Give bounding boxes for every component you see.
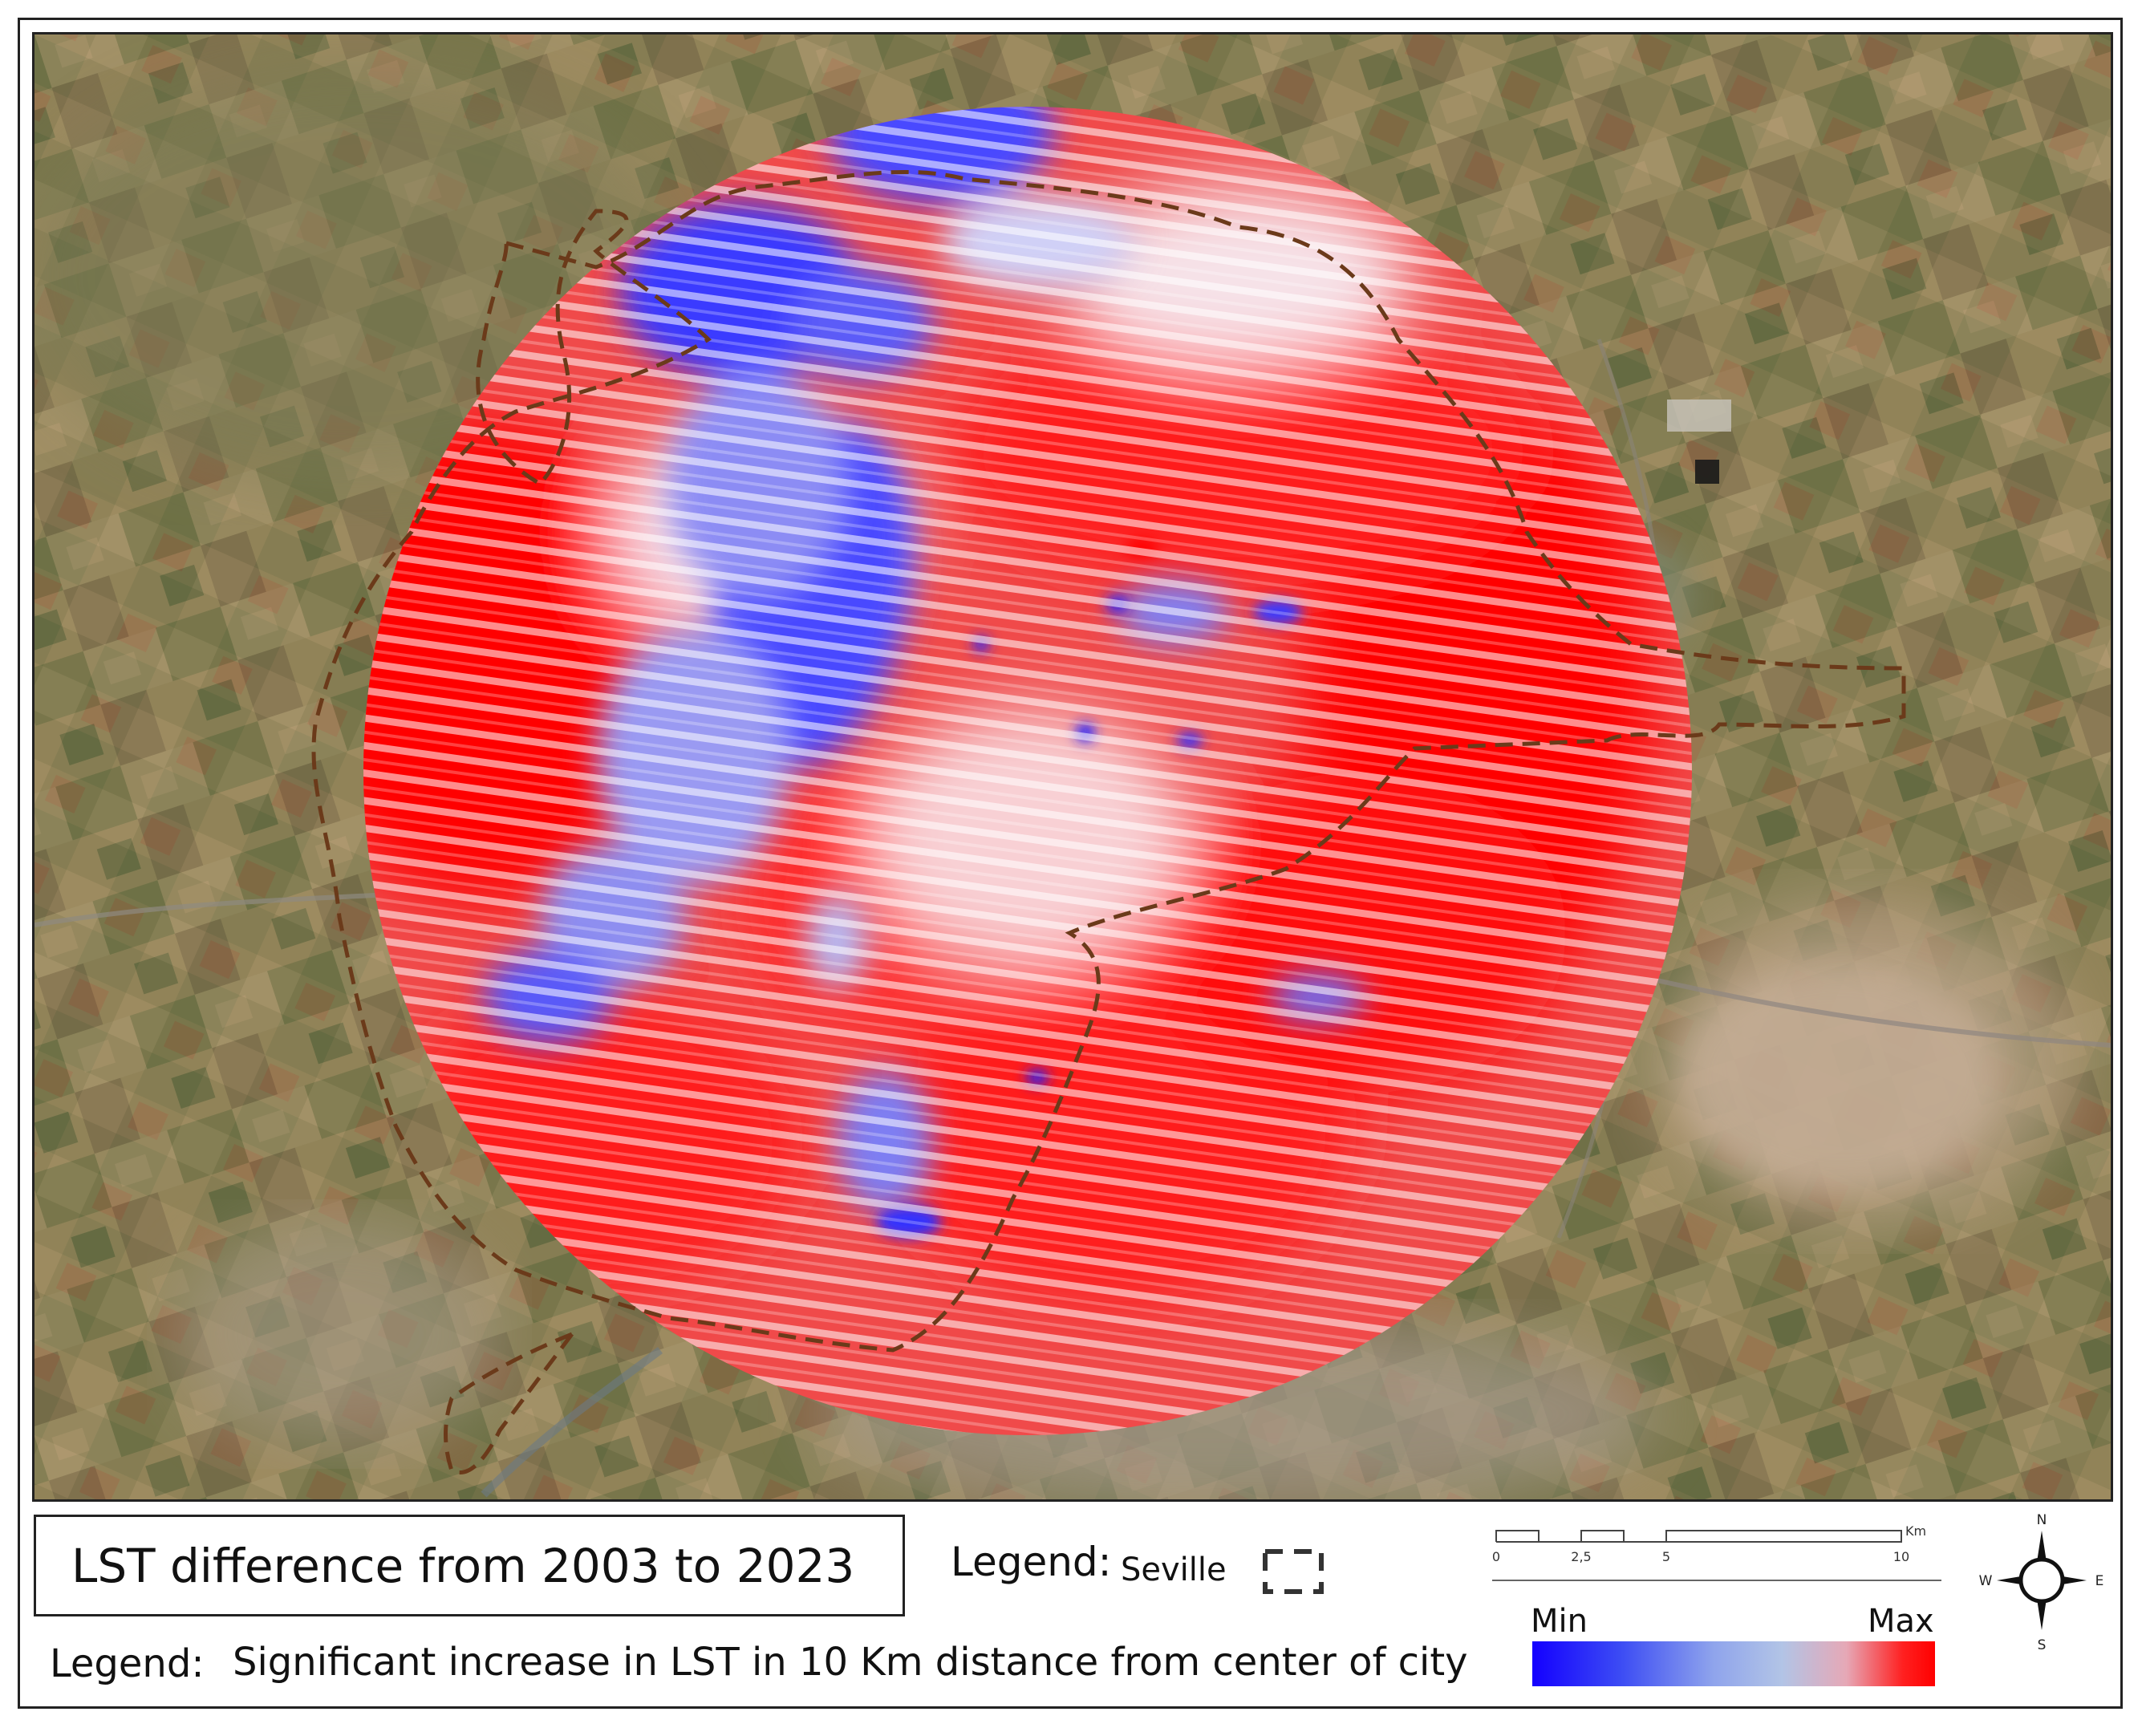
map-canvas[interactable] [34,34,2111,1499]
lst-difference-raster[interactable] [283,59,1703,1446]
scale-tick-0: 0 [1492,1549,1500,1564]
legend-label-bottom: Legend: [50,1641,205,1686]
map-title-box: LST difference from 2003 to 2023 [34,1515,905,1616]
scale-bar: 0 2,5 5 10 Km [1492,1524,1941,1581]
scale-unit: Km [1905,1524,1926,1539]
compass-rose-icon: N S E W [1979,1512,2104,1653]
map-title: LST difference from 2003 to 2023 [71,1538,855,1593]
compass-e: E [2095,1573,2104,1589]
scale-tick-3: 10 [1893,1549,1909,1564]
compass-n: N [2037,1512,2047,1528]
boundary-symbol-icon [1263,1549,1324,1594]
compass-s: S [2038,1637,2047,1653]
compass-w: W [1979,1573,1993,1589]
legend-label-top: Legend: [951,1539,1112,1585]
map-panel[interactable] [32,32,2113,1502]
color-ramp [1532,1641,1935,1686]
ramp-max-label: Max [1868,1603,1934,1640]
legend-item-seville: Seville [1121,1551,1227,1588]
scale-tick-1: 2,5 [1571,1549,1591,1564]
ramp-min-label: Min [1531,1603,1588,1640]
legend-description: Significant increase in LST in 10 Km dis… [233,1640,1468,1685]
seville-boundary[interactable] [311,169,1906,1353]
scale-tick-2: 5 [1662,1549,1670,1564]
